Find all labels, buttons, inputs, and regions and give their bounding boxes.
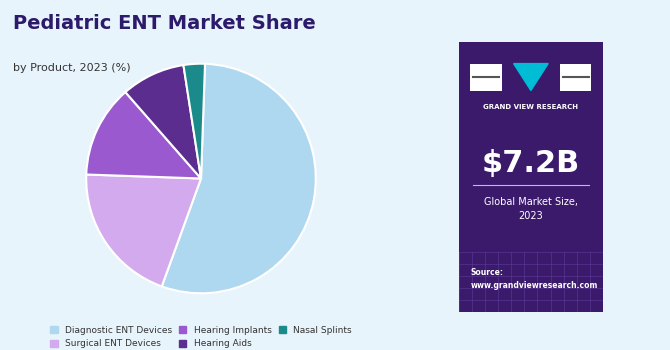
FancyBboxPatch shape [559, 64, 592, 91]
Text: $7.2B: $7.2B [482, 149, 580, 178]
Wedge shape [184, 64, 205, 178]
Wedge shape [86, 92, 201, 178]
Text: Pediatric ENT Market Share: Pediatric ENT Market Share [13, 14, 316, 33]
Legend: Diagnostic ENT Devices, Surgical ENT Devices, Hearing Implants, Hearing Aids, Na: Diagnostic ENT Devices, Surgical ENT Dev… [47, 322, 355, 350]
Text: Source:
www.grandviewresearch.com: Source: www.grandviewresearch.com [470, 268, 598, 290]
Polygon shape [514, 64, 548, 91]
FancyBboxPatch shape [470, 64, 502, 91]
Text: Global Market Size,
2023: Global Market Size, 2023 [484, 197, 578, 221]
Wedge shape [125, 65, 201, 178]
Text: by Product, 2023 (%): by Product, 2023 (%) [13, 63, 131, 73]
Text: GRAND VIEW RESEARCH: GRAND VIEW RESEARCH [483, 104, 578, 110]
Wedge shape [86, 175, 201, 286]
Wedge shape [161, 64, 316, 293]
